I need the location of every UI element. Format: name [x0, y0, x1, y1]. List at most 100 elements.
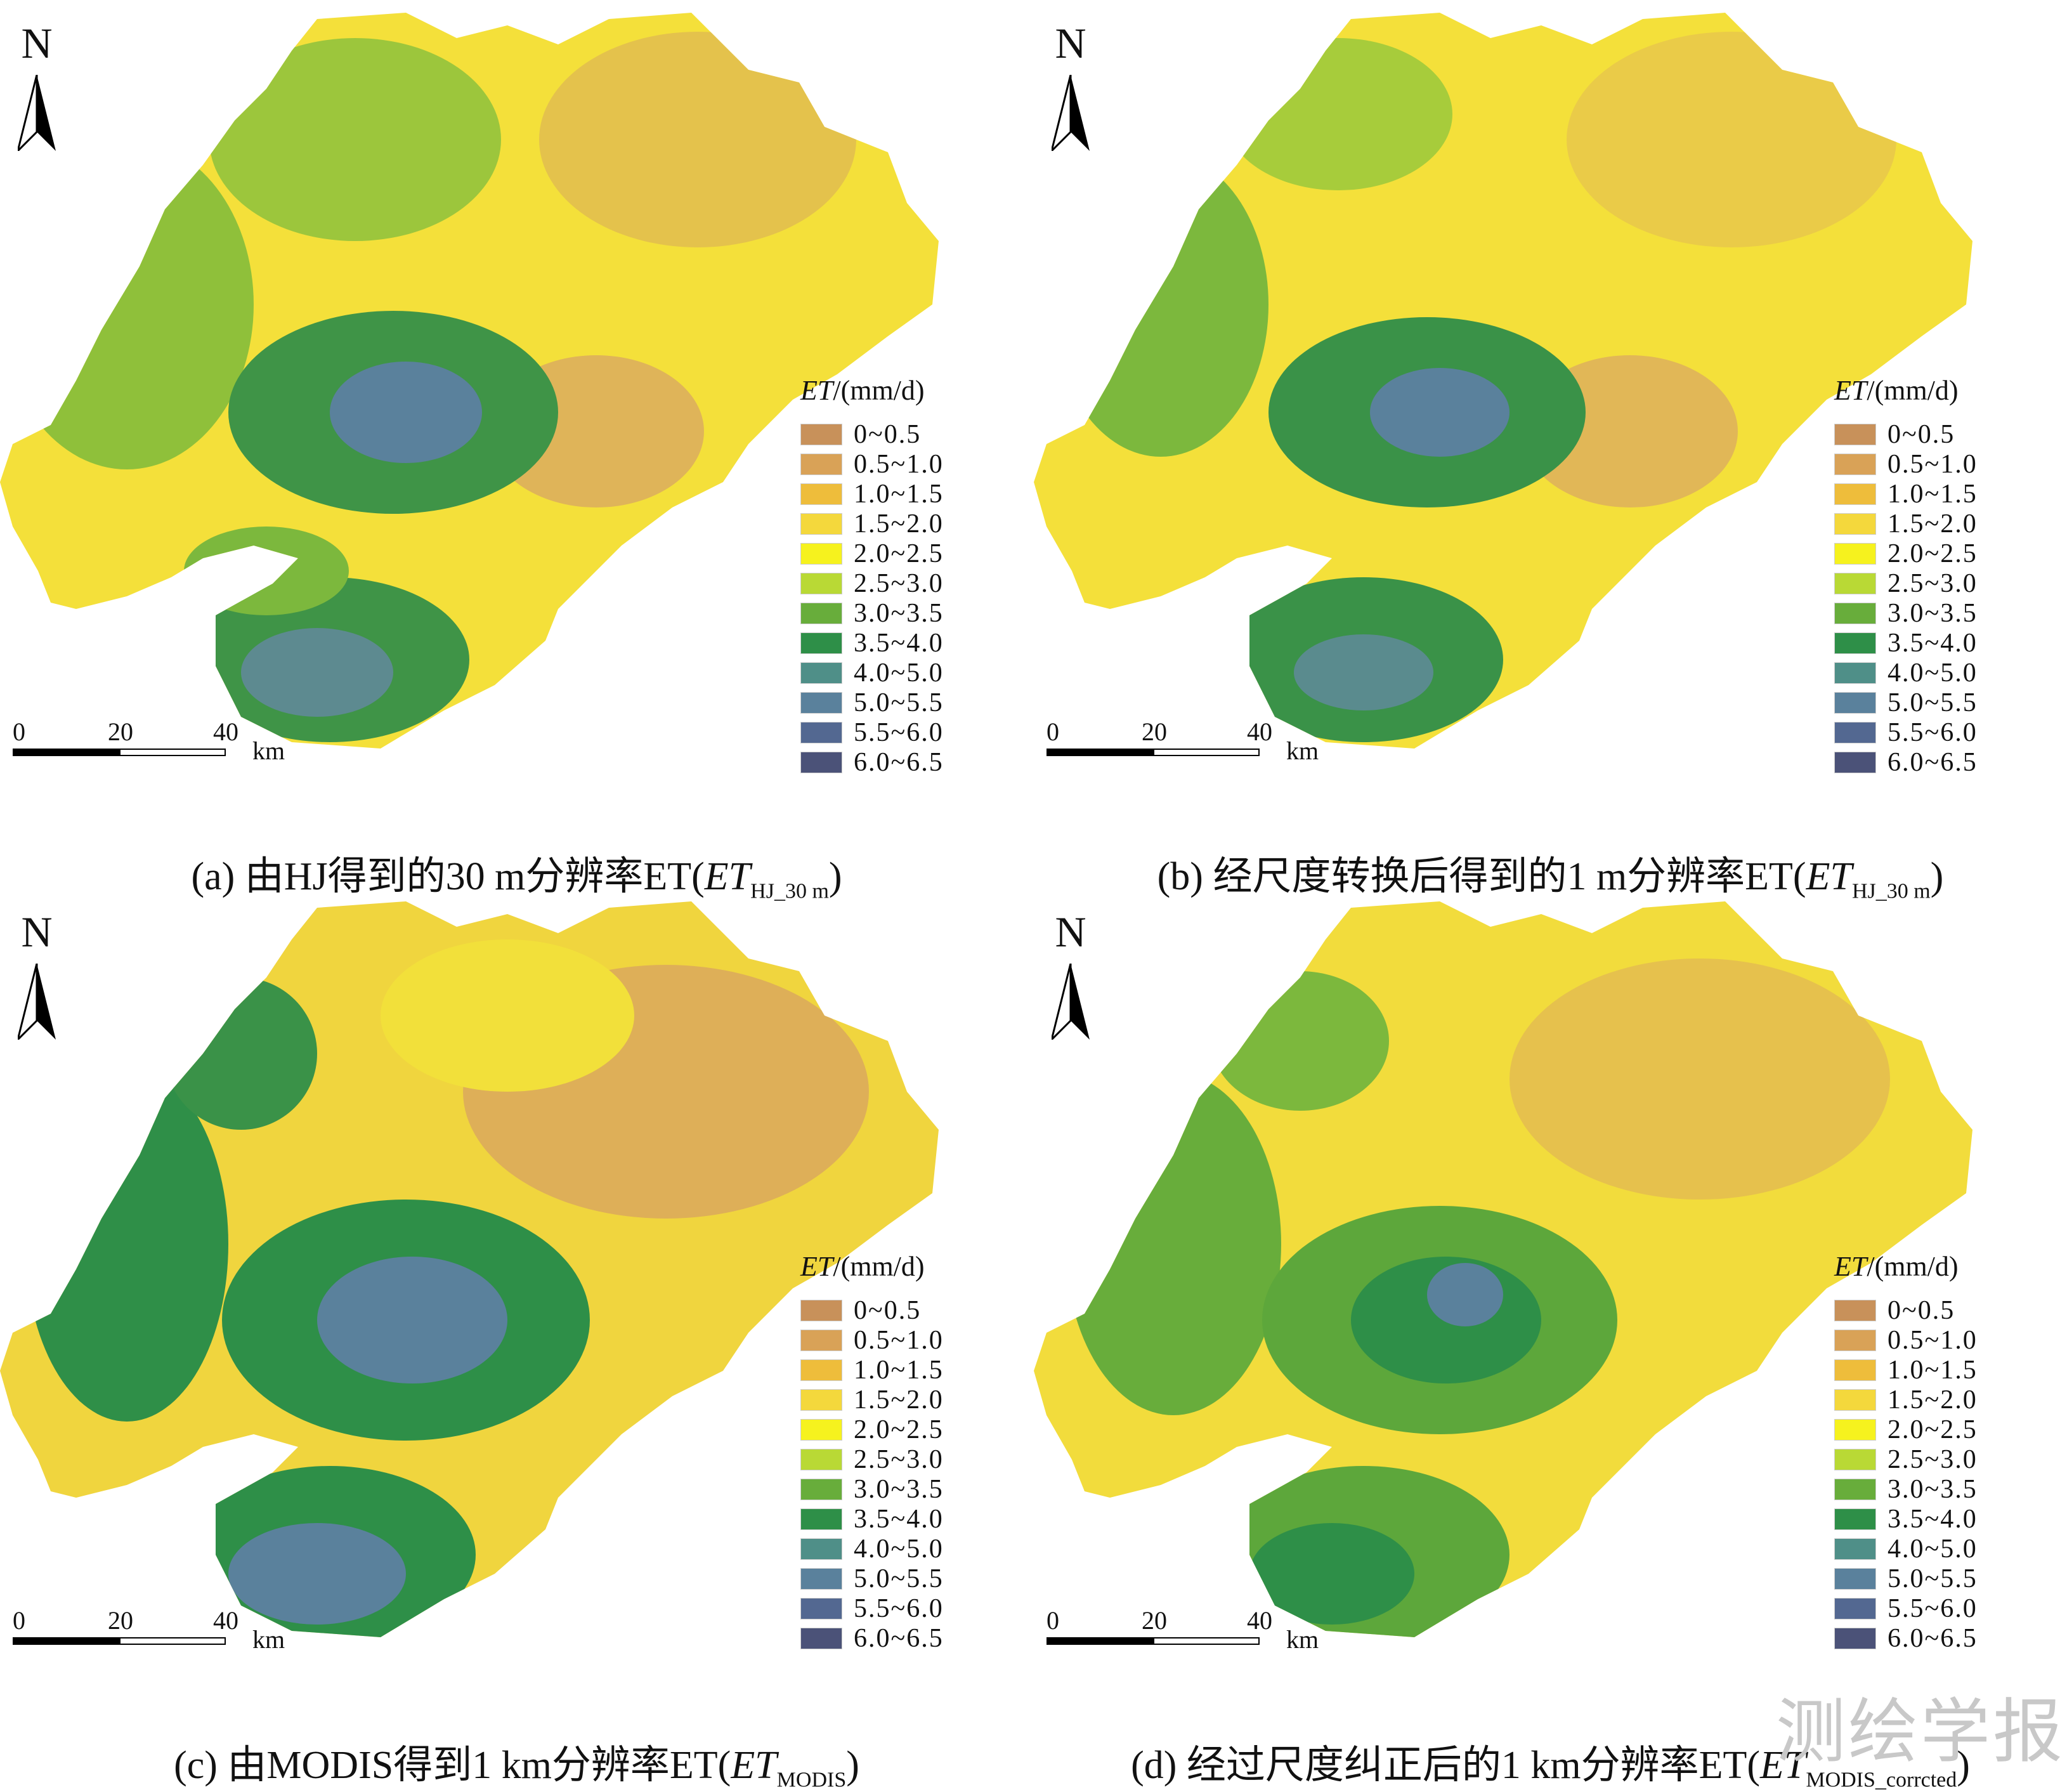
legend-swatch	[1834, 423, 1876, 445]
legend-swatch	[1834, 691, 1876, 714]
legend-label: 4.0~5.0	[854, 1534, 944, 1564]
scale-unit: km	[1286, 736, 1319, 765]
legend-item: 1.0~1.5	[1834, 1355, 2044, 1385]
legend-swatch	[800, 513, 842, 535]
legend-item: 4.0~5.0	[800, 1534, 1010, 1564]
north-label: N	[21, 908, 53, 956]
panel-c: N ET/(mm/d) 0~0.5 0.5~1.0 1.0~1.5 1.5~2.0 2.…	[0, 889, 1033, 1791]
legend-item: 2.5~3.0	[1834, 1444, 2044, 1474]
et-map-c	[0, 901, 939, 1637]
legend-label: 3.5~4.0	[1888, 628, 1978, 658]
legend-item: 1.5~2.0	[1834, 509, 2044, 539]
caption-d-suffix: )	[1957, 1744, 1970, 1787]
legend-label: 1.5~2.0	[1888, 509, 1978, 539]
panel-b: N ET/(mm/d) 0~0.5 0.5~1.0 1.0~1.5 1.5~2.0 2.…	[1034, 0, 2067, 903]
legend-swatch	[800, 602, 842, 624]
legend-swatch	[800, 1418, 842, 1441]
north-arrow: N	[1045, 18, 1096, 151]
legend-swatch	[800, 632, 842, 654]
legend-item: 0.5~1.0	[1834, 1325, 2044, 1355]
legend-swatch	[800, 1567, 842, 1590]
legend-item: 1.5~2.0	[1834, 1385, 2044, 1415]
scale-unit: km	[1286, 1625, 1319, 1654]
legend-label: 3.5~4.0	[854, 628, 944, 658]
legend-swatch	[1834, 542, 1876, 565]
legend-item: 2.0~2.5	[800, 539, 1010, 568]
legend-swatch	[800, 1389, 842, 1411]
legend: ET/(mm/d) 0~0.5 0.5~1.0 1.0~1.5 1.5~2.0 2.0~…	[800, 1250, 1010, 1653]
legend-label: 1.0~1.5	[1888, 1355, 1978, 1385]
legend-item: 5.0~5.5	[1834, 688, 2044, 717]
legend-swatch	[1834, 1478, 1876, 1500]
legend-swatch	[800, 721, 842, 743]
caption-c: (c) 由MODIS得到1 km分辨率ET(ETMODIS)	[0, 1732, 1033, 1792]
scale-unit: km	[252, 736, 285, 765]
legend-swatch	[1834, 453, 1876, 475]
legend-swatch	[1834, 1508, 1876, 1530]
legend-item: 2.0~2.5	[1834, 539, 2044, 568]
scalebar: 0 20 40 km	[1047, 717, 1319, 774]
caption-b: (b) 经尺度转换后得到的1 m分辨率ET(ETHJ_30 m)	[1034, 844, 2067, 903]
caption-b-prefix: (b) 经尺度转换后得到的1 m分辨率ET(	[1157, 855, 1806, 898]
legend-label: 4.0~5.0	[1888, 1534, 1978, 1564]
legend-item: 0.5~1.0	[800, 449, 1010, 479]
scale-tick-20: 20	[108, 1606, 133, 1635]
legend-label: 2.0~2.5	[1888, 539, 1978, 568]
caption-a-var: ET	[704, 855, 751, 898]
north-arrow: N	[11, 906, 62, 1040]
legend-label: 2.5~3.0	[854, 568, 944, 598]
legend-swatch	[1834, 1329, 1876, 1351]
legend-swatch	[800, 1329, 842, 1351]
legend-title: ET/(mm/d)	[1834, 1250, 2044, 1283]
legend-title-unit: /(mm/d)	[833, 375, 925, 406]
legend-item: 1.0~1.5	[800, 1355, 1010, 1385]
legend-item: 3.0~3.5	[1834, 1474, 2044, 1504]
legend-label: 0.5~1.0	[854, 449, 944, 479]
scalebar: 0 20 40 km	[13, 1606, 285, 1663]
panel-a: N ET/(mm/d) 0~0.5 0.5~1.0 1.0~1.5 1.5~2.0 2.…	[0, 0, 1033, 903]
caption-b-var: ET	[1806, 855, 1852, 898]
legend-label: 5.5~6.0	[1888, 717, 1978, 747]
caption-c-prefix: (c) 由MODIS得到1 km分辨率ET(	[174, 1744, 731, 1787]
legend-swatch	[800, 662, 842, 684]
legend-swatch	[800, 1299, 842, 1321]
legend-label: 5.0~5.5	[854, 688, 944, 717]
legend-label: 5.0~5.5	[1888, 688, 1978, 717]
legend-label: 6.0~6.5	[1888, 1623, 1978, 1653]
legend-swatch	[800, 1448, 842, 1470]
caption-d-prefix: (d) 经过尺度纠正后的1 km分辨率ET(	[1131, 1744, 1760, 1787]
legend-item: 1.0~1.5	[800, 479, 1010, 509]
legend-title-unit: /(mm/d)	[833, 1251, 925, 1282]
legend-label: 2.0~2.5	[854, 1415, 944, 1444]
legend-swatch	[800, 572, 842, 594]
panel-d: N ET/(mm/d) 0~0.5 0.5~1.0 1.0~1.5 1.5~2.0 2.…	[1034, 889, 2067, 1791]
legend-swatch	[1834, 662, 1876, 684]
legend-swatch	[1834, 1448, 1876, 1470]
legend-title: ET/(mm/d)	[1834, 374, 2044, 407]
legend-label: 6.0~6.5	[1888, 747, 1978, 777]
scale-tick-0: 0	[1047, 717, 1059, 746]
legend-label: 0~0.5	[1888, 1295, 1955, 1325]
legend-swatch	[1834, 483, 1876, 505]
caption-a-prefix: (a) 由HJ得到的30 m分辨率ET(	[191, 855, 705, 898]
legend-label: 5.0~5.5	[854, 1564, 944, 1593]
legend-swatch	[800, 1627, 842, 1649]
legend-swatch	[1834, 1359, 1876, 1381]
caption-a-sub: HJ_30 m	[750, 879, 829, 903]
legend-item: 6.0~6.5	[800, 1623, 1010, 1653]
north-arrow-icon	[18, 964, 56, 1040]
et-map-a	[0, 13, 939, 749]
legend-item: 5.5~6.0	[1834, 1593, 2044, 1623]
scale-tick-40: 40	[1247, 717, 1272, 746]
legend-item: 3.5~4.0	[800, 628, 1010, 658]
legend-label: 3.0~3.5	[1888, 598, 1978, 628]
legend-swatch	[800, 1478, 842, 1500]
et-map-d	[1034, 901, 1972, 1637]
legend-swatch	[800, 1359, 842, 1381]
legend: ET/(mm/d) 0~0.5 0.5~1.0 1.0~1.5 1.5~2.0 2.0~…	[1834, 374, 2044, 777]
north-label: N	[1055, 19, 1086, 67]
legend-label: 3.0~3.5	[854, 598, 944, 628]
legend-item: 2.5~3.0	[1834, 568, 2044, 598]
legend-label: 2.5~3.0	[1888, 568, 1978, 598]
legend-label: 3.5~4.0	[854, 1504, 944, 1534]
